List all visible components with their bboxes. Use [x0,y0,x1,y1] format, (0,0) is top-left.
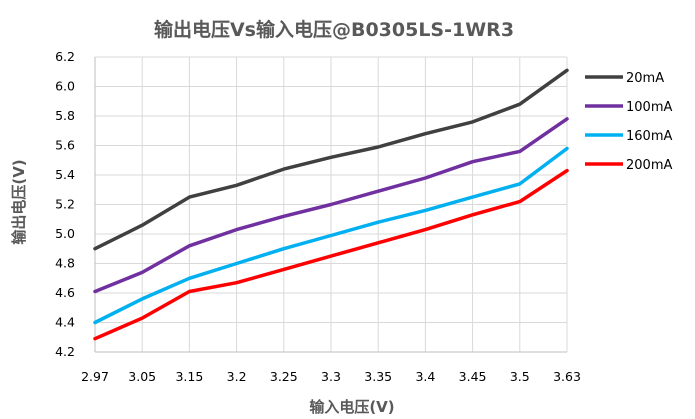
data-point-100mA [93,290,97,294]
x-tick-label: 3.2 [227,369,247,384]
data-point-20mA [93,247,97,251]
data-point-20mA [329,155,333,159]
data-point-200mA [423,228,427,232]
x-tick-label: 3.63 [553,369,581,384]
data-point-160mA [93,321,97,325]
y-tick-label: 5.0 [55,226,75,241]
data-point-200mA [471,213,475,217]
x-tick-labels: 2.97 3.05 3.15 3.2 3.25 3.3 3.35 3.4 3.45 3.5 3.63 [81,369,581,384]
y-tick-label: 5.4 [55,167,75,182]
x-tick-label: 3.15 [175,369,203,384]
x-tick-label: 3.4 [415,369,435,384]
data-point-160mA [423,208,427,212]
data-point-100mA [235,228,239,232]
series-line-200mA [93,168,569,341]
data-point-20mA [187,195,191,199]
series-lines [93,68,569,341]
data-point-160mA [282,247,286,251]
data-point-20mA [565,68,569,72]
data-point-100mA [282,214,286,218]
data-point-200mA [235,281,239,285]
data-point-200mA [93,337,97,341]
y-tick-label: 4.6 [55,285,75,300]
x-tick-label: 3.45 [459,369,487,384]
y-tick-label: 5.2 [55,197,75,212]
y-tick-label: 5.8 [55,108,75,123]
x-tick-label: 3.05 [128,369,156,384]
axes [94,57,567,353]
legend-label: 20mA [626,71,664,86]
data-point-160mA [187,276,191,280]
data-point-160mA [518,182,522,186]
x-tick-label: 3.5 [510,369,530,384]
data-point-20mA [140,223,144,227]
data-point-200mA [187,290,191,294]
chart-title: 输出电压Vs输入电压@B0305LS-1WR3 [154,18,514,41]
data-point-100mA [423,176,427,180]
data-point-100mA [471,160,475,164]
x-tick-label: 2.97 [81,369,109,384]
y-tick-label: 6.0 [55,79,75,94]
data-point-20mA [518,102,522,106]
data-point-160mA [565,146,569,150]
series-line-160mA [93,146,569,325]
x-tick-label: 3.25 [270,369,298,384]
data-point-160mA [235,262,239,266]
y-tick-labels: 4.2 4.4 4.6 4.8 5.0 5.2 5.4 5.6 5.8 6.0 6.2 [55,49,75,359]
legend-label: 100mA [626,100,672,115]
data-point-200mA [282,267,286,271]
data-point-100mA [518,149,522,153]
y-tick-label: 4.2 [55,344,75,359]
legend: 20mA 100mA 160mA 200mA [585,71,672,173]
data-point-200mA [376,241,380,245]
data-point-20mA [235,183,239,187]
data-point-100mA [565,117,569,121]
legend-label: 200mA [626,158,672,173]
data-point-160mA [329,233,333,237]
data-point-100mA [376,189,380,193]
data-point-200mA [565,169,569,173]
y-tick-label: 4.8 [55,256,75,271]
series-line-20mA [93,68,569,251]
y-tick-label: 5.6 [55,138,75,153]
data-point-20mA [376,145,380,149]
y-tick-label: 6.2 [55,49,75,64]
series-line-100mA [93,117,569,294]
data-point-20mA [282,167,286,171]
data-point-20mA [471,120,475,124]
y-axis-title: 输出电压(V) [10,159,28,244]
data-point-200mA [329,254,333,258]
data-point-100mA [140,270,144,274]
data-point-100mA [187,244,191,248]
x-axis-title: 输入电压(V) [309,398,394,416]
data-point-20mA [423,132,427,136]
x-tick-label: 3.3 [321,369,341,384]
data-point-200mA [140,316,144,320]
data-point-160mA [471,195,475,199]
legend-label: 160mA [626,129,672,144]
data-point-200mA [518,200,522,204]
data-point-160mA [140,297,144,301]
x-tick-label: 3.35 [364,369,392,384]
data-point-100mA [329,203,333,207]
data-point-160mA [376,220,380,224]
y-tick-label: 4.4 [55,315,75,330]
